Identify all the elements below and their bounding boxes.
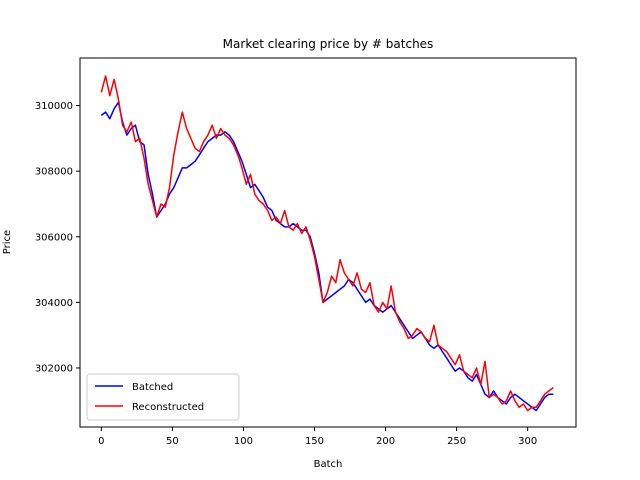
x-tick-label: 50 xyxy=(166,436,179,447)
x-tick-label: 300 xyxy=(518,436,537,447)
series-line-batched xyxy=(100,101,554,412)
y-axis: 302000 304000 306000 308000 310000 xyxy=(35,101,80,374)
x-tick-label: 200 xyxy=(376,436,395,447)
plot-frame xyxy=(79,57,577,428)
plot-area xyxy=(100,75,554,412)
legend-label-reconstructed: Reconstructed xyxy=(132,402,204,413)
legend-box xyxy=(86,373,240,421)
y-tick-label: 308000 xyxy=(35,167,73,178)
x-tick-label: 250 xyxy=(447,436,466,447)
y-tick-label: 302000 xyxy=(35,363,73,374)
x-tick-label: 100 xyxy=(234,436,253,447)
legend-label-batched: Batched xyxy=(132,382,173,393)
y-axis-label: Price xyxy=(2,230,13,254)
y-tick-label: 310000 xyxy=(35,101,73,112)
x-tick-label: 0 xyxy=(98,436,104,447)
x-axis-label: Batch xyxy=(314,459,343,470)
x-axis: 0 50 100 150 200 250 300 xyxy=(98,427,537,447)
chart-title: Market clearing price by # batches xyxy=(223,37,434,51)
y-tick-label: 306000 xyxy=(35,232,73,243)
x-tick-label: 150 xyxy=(305,436,324,447)
legend: Batched Reconstructed xyxy=(86,373,240,421)
series-line-reconstructed xyxy=(100,75,554,412)
y-tick-label: 304000 xyxy=(35,298,73,309)
